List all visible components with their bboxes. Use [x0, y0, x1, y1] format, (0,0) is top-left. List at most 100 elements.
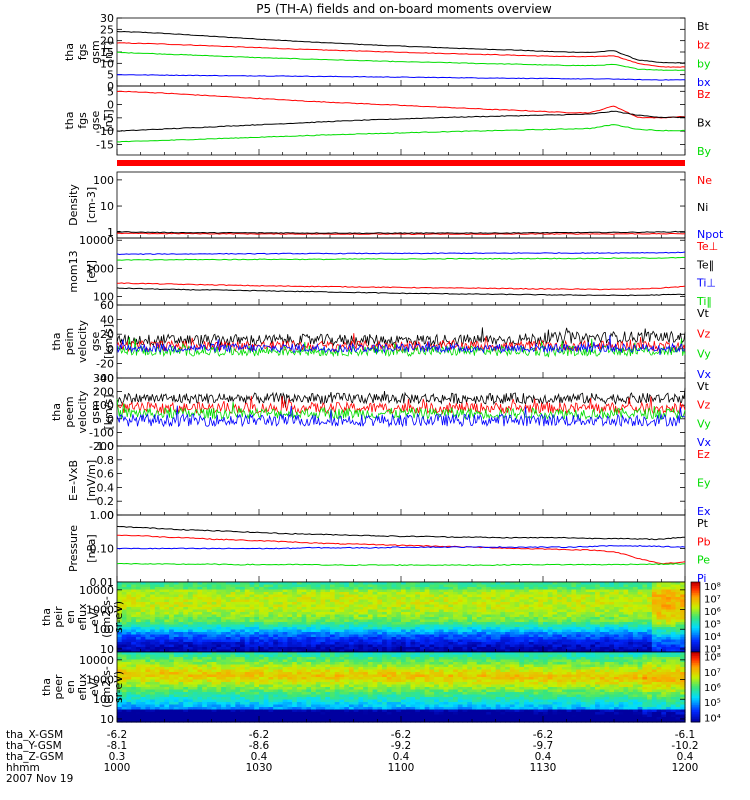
spectrogram-cell: [221, 642, 227, 646]
spectrogram-cell: [225, 659, 232, 663]
spectrogram-cell: [604, 627, 610, 631]
spectrogram-cell: [481, 612, 487, 616]
spectrogram-cell: [495, 592, 501, 596]
spectrogram-cell: [306, 612, 312, 616]
spectrogram-cell: [154, 712, 161, 716]
spectrogram-cell: [571, 647, 577, 651]
spectrogram-cell: [268, 634, 274, 638]
spectrogram-cell: [666, 587, 672, 591]
spectrogram-cell: [561, 614, 568, 618]
spectrogram-cell: [543, 584, 549, 588]
spectrogram-cell: [571, 622, 577, 626]
spectrogram-cell: [211, 629, 217, 633]
spectrogram-cell: [268, 639, 274, 643]
spectrogram-cell: [661, 629, 667, 633]
spectrogram-cell: [509, 587, 516, 591]
spectrogram-cell: [585, 639, 591, 643]
spectrogram-cell: [183, 624, 189, 628]
spectrogram-cell: [154, 674, 161, 678]
spectrogram-cell: [197, 657, 203, 661]
spectrogram-cell: [240, 697, 246, 701]
spectrogram-cell: [135, 619, 142, 623]
spectrogram-cell: [296, 629, 303, 633]
spectrogram-cell: [164, 684, 170, 688]
spectrogram-cell: [490, 627, 497, 631]
spectrogram-cell: [552, 597, 558, 601]
spectrogram-cell: [528, 619, 535, 623]
spectrogram-cell: [150, 697, 156, 701]
legend-label: Pt: [697, 517, 709, 530]
spectrogram-cell: [353, 649, 359, 653]
spectrogram-cell: [495, 622, 501, 626]
spectrogram-cell: [296, 694, 303, 698]
spectrogram-cell: [547, 614, 554, 618]
spectrogram-cell: [206, 607, 213, 611]
spectrogram-cell: [552, 632, 558, 636]
spectrogram-cell: [117, 674, 123, 678]
spectrogram-cell: [296, 589, 303, 593]
spectrogram-cell: [206, 597, 213, 601]
spectrogram-cell: [344, 607, 350, 611]
spectrogram-cell: [287, 609, 293, 613]
spectrogram-cell: [505, 594, 511, 598]
spectrogram-cell: [415, 619, 421, 623]
spectrogram-cell: [580, 592, 587, 596]
spectrogram-cell: [292, 629, 298, 633]
spectrogram-cell: [225, 702, 232, 706]
spectrogram-cell: [244, 669, 251, 673]
spectrogram-cell: [367, 649, 374, 653]
spectrogram-cell: [277, 689, 284, 693]
spectrogram-cell: [292, 694, 298, 698]
spectrogram-cell: [453, 587, 459, 591]
spectrogram-cell: [472, 599, 478, 603]
spectrogram-cell: [121, 689, 128, 693]
spectrogram-cell: [197, 712, 203, 716]
spectrogram-cell: [135, 719, 142, 723]
ylabel-line: fgs: [76, 112, 89, 129]
spectrogram-cell: [235, 609, 241, 613]
spectrogram-cell: [495, 637, 501, 641]
spectrogram-cell: [202, 679, 208, 683]
spectrogram-cell: [164, 637, 170, 641]
spectrogram-cell: [211, 589, 217, 593]
spectrogram-cell: [140, 614, 146, 618]
series-Vx: [116, 335, 686, 356]
spectrogram-cell: [230, 584, 236, 588]
spectrogram-cell: [325, 632, 331, 636]
legend-label: Vt: [697, 307, 710, 320]
legend-label: By: [697, 145, 712, 158]
spectrogram-cell: [117, 669, 123, 673]
spectrogram-cell: [661, 647, 667, 651]
spectrogram-cell: [235, 672, 241, 676]
spectrogram-cell: [230, 699, 236, 703]
spectrogram-cell: [268, 657, 274, 661]
spectrogram-cell: [661, 632, 667, 636]
spectrogram-cell: [292, 677, 298, 681]
spectrogram-cell: [448, 622, 454, 626]
spectrogram-cell: [424, 587, 430, 591]
spectrogram-cell: [211, 669, 217, 673]
spectrogram-cell: [301, 604, 307, 608]
spectrogram-cell: [405, 617, 412, 621]
spectrogram-cell: [339, 619, 345, 623]
spectrogram-cell: [173, 619, 180, 623]
spectrogram-cell: [202, 674, 208, 678]
spectrogram-cell: [188, 664, 194, 668]
spectrogram-cell: [221, 687, 227, 691]
spectrogram-cell: [159, 714, 165, 718]
ylabel-line: [nPa]: [85, 534, 98, 562]
spectrogram-cell: [254, 697, 260, 701]
spectrogram-cell: [557, 612, 563, 616]
spectrogram-cell: [448, 634, 454, 638]
spectrogram-cell: [154, 689, 161, 693]
spectrogram-cell: [590, 589, 596, 593]
spectrogram-cell: [429, 629, 435, 633]
spectrogram-cell: [415, 594, 421, 598]
spectrogram-cell: [647, 612, 653, 616]
spectrogram-cell: [183, 612, 189, 616]
spectrogram-cell: [590, 624, 596, 628]
legend-label: Vz: [697, 399, 711, 412]
spectrogram-cell: [348, 619, 355, 623]
spectrogram-cell: [287, 662, 293, 666]
